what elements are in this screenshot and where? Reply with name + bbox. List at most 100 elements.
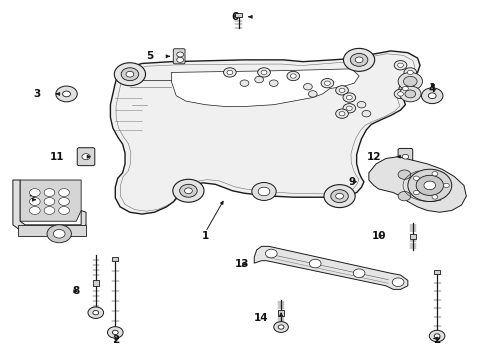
Polygon shape: [368, 157, 466, 212]
Circle shape: [47, 225, 71, 243]
Circle shape: [176, 57, 183, 62]
Circle shape: [59, 189, 69, 197]
Text: 2: 2: [111, 334, 119, 345]
Circle shape: [423, 181, 435, 190]
Circle shape: [176, 52, 183, 57]
Circle shape: [361, 111, 370, 117]
Circle shape: [321, 78, 333, 88]
Text: 14: 14: [254, 313, 268, 323]
Circle shape: [338, 88, 344, 93]
Circle shape: [59, 198, 69, 206]
Circle shape: [413, 176, 418, 180]
Text: 1: 1: [202, 231, 209, 240]
Circle shape: [403, 76, 416, 86]
Circle shape: [397, 192, 410, 201]
Circle shape: [93, 311, 99, 315]
Circle shape: [254, 76, 263, 83]
Circle shape: [179, 184, 197, 197]
Circle shape: [172, 179, 203, 202]
Text: 12: 12: [366, 152, 380, 162]
Circle shape: [427, 93, 435, 99]
Polygon shape: [13, 180, 86, 230]
Circle shape: [324, 185, 354, 208]
Text: 3: 3: [34, 89, 41, 99]
Circle shape: [346, 95, 351, 100]
Circle shape: [29, 207, 40, 215]
Circle shape: [82, 154, 90, 160]
Circle shape: [352, 269, 364, 278]
Circle shape: [433, 334, 439, 338]
Circle shape: [286, 71, 299, 81]
Circle shape: [401, 154, 408, 159]
Circle shape: [402, 86, 407, 91]
FancyBboxPatch shape: [93, 280, 99, 286]
Circle shape: [342, 93, 355, 102]
Circle shape: [397, 92, 403, 96]
Polygon shape: [254, 246, 407, 289]
Polygon shape: [18, 225, 86, 235]
Circle shape: [261, 70, 266, 75]
Circle shape: [114, 63, 145, 86]
Text: 5: 5: [145, 51, 153, 61]
Circle shape: [346, 106, 351, 111]
Circle shape: [303, 84, 312, 90]
Circle shape: [126, 71, 134, 77]
FancyBboxPatch shape: [112, 257, 118, 261]
Circle shape: [397, 63, 403, 67]
Circle shape: [62, 91, 70, 97]
Circle shape: [240, 80, 248, 86]
FancyBboxPatch shape: [77, 148, 95, 166]
Circle shape: [335, 86, 347, 95]
Text: 11: 11: [49, 152, 64, 162]
Circle shape: [393, 89, 406, 99]
Circle shape: [421, 88, 442, 104]
Circle shape: [338, 112, 344, 116]
FancyBboxPatch shape: [235, 13, 242, 17]
Circle shape: [44, 207, 55, 215]
Circle shape: [330, 190, 347, 203]
Circle shape: [257, 68, 270, 77]
Circle shape: [309, 259, 321, 268]
Circle shape: [415, 175, 443, 195]
FancyBboxPatch shape: [433, 270, 439, 274]
Circle shape: [393, 60, 406, 70]
Circle shape: [404, 90, 415, 98]
Circle shape: [413, 190, 418, 195]
FancyBboxPatch shape: [278, 310, 284, 316]
Text: 4: 4: [427, 84, 435, 94]
Circle shape: [273, 321, 288, 332]
Circle shape: [308, 91, 317, 97]
Circle shape: [44, 189, 55, 197]
Circle shape: [403, 77, 416, 86]
Circle shape: [349, 53, 367, 66]
Circle shape: [443, 183, 448, 188]
Text: 2: 2: [432, 334, 440, 345]
Text: 10: 10: [370, 231, 385, 240]
Circle shape: [251, 183, 276, 201]
Circle shape: [407, 169, 451, 202]
Circle shape: [121, 68, 139, 81]
Circle shape: [184, 188, 192, 194]
Polygon shape: [110, 51, 419, 214]
Circle shape: [391, 278, 403, 287]
Circle shape: [258, 187, 269, 196]
Circle shape: [428, 330, 444, 342]
Circle shape: [335, 109, 347, 118]
Circle shape: [269, 80, 278, 86]
FancyBboxPatch shape: [409, 234, 415, 239]
Circle shape: [335, 193, 343, 199]
Polygon shape: [20, 180, 81, 221]
Text: 6: 6: [231, 12, 238, 22]
Text: 13: 13: [234, 259, 249, 269]
Circle shape: [226, 70, 232, 75]
Circle shape: [88, 307, 103, 319]
Circle shape: [265, 249, 277, 258]
Circle shape: [59, 207, 69, 215]
Circle shape: [342, 104, 355, 113]
Circle shape: [407, 79, 412, 84]
Circle shape: [53, 229, 65, 238]
Text: 8: 8: [73, 286, 80, 296]
Text: 9: 9: [347, 177, 355, 187]
Circle shape: [407, 70, 412, 75]
Circle shape: [290, 74, 296, 78]
